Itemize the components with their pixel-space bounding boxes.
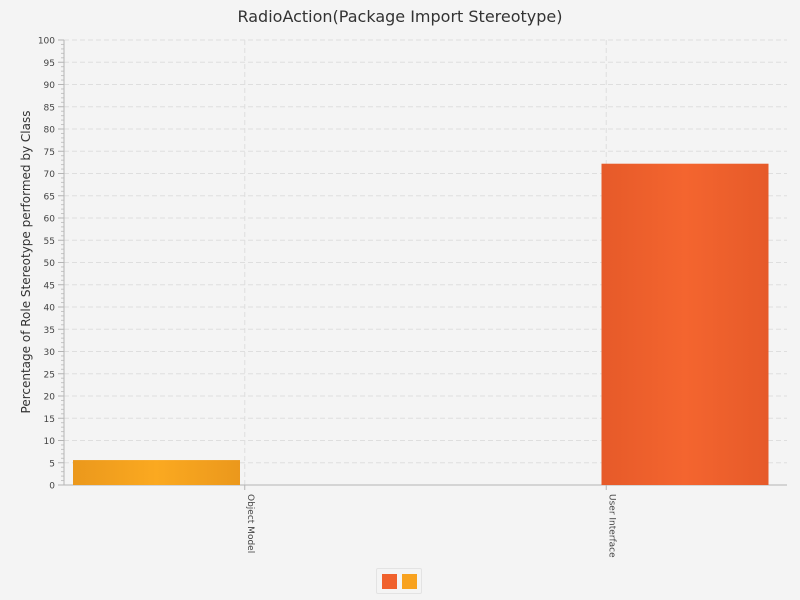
y-tick-label: 30 — [44, 348, 56, 358]
y-tick-label: 15 — [44, 415, 55, 425]
y-tick-label: 40 — [44, 304, 56, 314]
y-tick-label: 80 — [44, 126, 56, 136]
y-tick-label: 65 — [44, 192, 55, 202]
bars — [73, 163, 769, 485]
y-tick-label: 60 — [44, 215, 56, 225]
y-tick-label: 35 — [44, 326, 55, 336]
x-tick-label: Object Model — [245, 494, 255, 553]
tick-labels: 0 5 10 15 20 25 30 35 40 45 50 55 60 65 70 75 80 85 90 95 10… — [38, 37, 616, 559]
y-tick-label: 20 — [44, 393, 56, 403]
bar-user-interface — [601, 163, 769, 485]
legend-swatch-series-1 — [381, 573, 397, 589]
y-tick-label: 5 — [49, 459, 55, 469]
x-tick-label: User Interface — [606, 494, 616, 558]
y-tick-label: 70 — [44, 170, 56, 180]
chart-title: RadioAction(Package Import Stereotype) — [237, 7, 563, 26]
legend — [376, 568, 422, 594]
y-tick-label: 25 — [44, 370, 55, 380]
y-tick-label: 85 — [44, 103, 55, 113]
bar-object-model — [73, 460, 240, 485]
y-tick-label: 100 — [38, 37, 55, 47]
y-tick-label: 75 — [44, 148, 55, 158]
y-tick-label: 0 — [49, 482, 55, 492]
y-tick-label: 55 — [44, 237, 55, 247]
y-tick-label: 50 — [44, 259, 56, 269]
legend-swatch-series-2 — [401, 573, 417, 589]
y-tick-label: 45 — [44, 281, 55, 291]
y-tick-label: 10 — [44, 437, 56, 447]
y-tick-label: 95 — [44, 59, 55, 69]
y-tick-label: 90 — [44, 81, 56, 91]
